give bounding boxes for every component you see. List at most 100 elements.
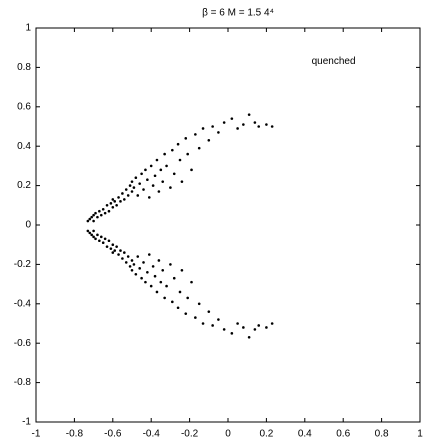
point xyxy=(201,322,205,325)
point xyxy=(115,204,118,207)
point xyxy=(107,239,111,243)
point xyxy=(103,211,107,215)
point xyxy=(105,204,109,207)
point xyxy=(230,332,234,335)
point xyxy=(109,202,113,205)
x-tick-label: -0.8 xyxy=(66,429,84,440)
point xyxy=(138,267,141,270)
point xyxy=(128,184,132,187)
y-tick-label: -0.4 xyxy=(14,298,32,309)
point xyxy=(119,249,122,252)
point xyxy=(153,274,157,278)
point xyxy=(124,261,128,264)
y-tick-label: -0.2 xyxy=(14,259,32,270)
point xyxy=(90,233,93,237)
point xyxy=(176,142,180,146)
point xyxy=(161,269,165,272)
annotation: quenched xyxy=(312,56,356,67)
point xyxy=(257,324,261,327)
y-tick-label: 0 xyxy=(25,220,31,231)
point xyxy=(186,296,189,300)
point xyxy=(201,127,205,130)
point xyxy=(146,178,149,181)
point xyxy=(178,290,182,294)
point xyxy=(186,152,189,156)
point xyxy=(134,176,138,180)
point xyxy=(132,186,136,189)
point xyxy=(96,215,99,219)
y-tick-label: -0.6 xyxy=(14,338,32,349)
point xyxy=(257,125,261,128)
point xyxy=(111,243,115,246)
x-tick-label: 0.2 xyxy=(259,429,273,440)
point xyxy=(159,168,163,172)
point xyxy=(111,205,115,209)
y-tick-label: 1 xyxy=(25,23,31,34)
point xyxy=(147,196,151,199)
point xyxy=(161,180,165,183)
point xyxy=(130,180,134,183)
point xyxy=(157,259,161,262)
point xyxy=(138,182,141,185)
x-tick-label: -0.4 xyxy=(143,429,161,440)
point xyxy=(130,269,134,272)
point xyxy=(184,137,188,140)
point xyxy=(92,229,95,233)
point xyxy=(119,200,122,203)
point xyxy=(140,276,143,280)
point xyxy=(194,133,197,136)
point xyxy=(140,172,143,176)
point xyxy=(184,312,188,315)
point xyxy=(123,251,126,254)
point xyxy=(197,146,201,150)
point xyxy=(130,190,134,193)
point xyxy=(136,194,140,197)
point xyxy=(153,174,157,178)
point xyxy=(88,217,92,221)
x-tick-label: -0.2 xyxy=(181,429,199,440)
point xyxy=(157,190,161,193)
point xyxy=(86,229,90,233)
plot-frame xyxy=(35,27,421,423)
point xyxy=(265,326,268,329)
point xyxy=(149,164,153,168)
point xyxy=(242,326,245,329)
point xyxy=(253,328,257,331)
point xyxy=(270,125,274,128)
point xyxy=(142,188,145,191)
point xyxy=(176,306,180,310)
x-tick-label: 0.4 xyxy=(298,429,312,440)
point xyxy=(165,164,168,168)
point xyxy=(247,113,251,116)
point xyxy=(94,237,97,241)
point xyxy=(121,257,124,260)
y-tick-label: -1 xyxy=(22,417,31,428)
point xyxy=(92,213,95,217)
point xyxy=(113,249,117,252)
point xyxy=(101,241,105,245)
point xyxy=(155,158,159,162)
point xyxy=(147,253,151,256)
point xyxy=(103,237,107,241)
y-tick-label: 0.2 xyxy=(17,180,31,191)
point xyxy=(155,290,159,294)
point xyxy=(151,184,155,187)
point xyxy=(169,263,172,266)
point xyxy=(217,131,220,134)
point xyxy=(149,284,153,288)
point xyxy=(211,125,214,128)
x-tick-label: 1 xyxy=(417,429,423,440)
y-tick-label: 0.8 xyxy=(17,62,31,73)
point xyxy=(113,200,117,203)
point xyxy=(190,280,193,284)
point xyxy=(111,251,115,254)
point xyxy=(126,255,130,258)
y-tick-label: 0.6 xyxy=(17,101,31,112)
point xyxy=(146,270,149,274)
point xyxy=(115,245,118,248)
point xyxy=(171,148,174,152)
point xyxy=(92,219,95,223)
point xyxy=(144,168,147,172)
